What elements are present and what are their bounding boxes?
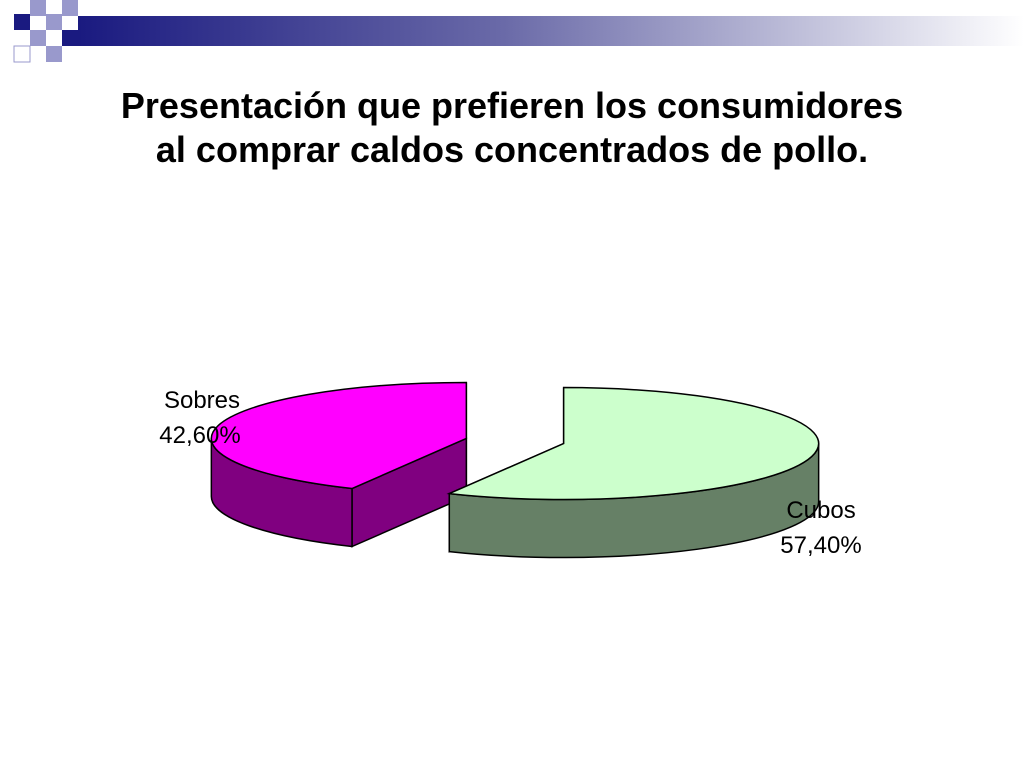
pie-slice [446, 386, 820, 559]
deco-square [46, 46, 62, 62]
header-band [78, 16, 1024, 46]
slice-top [210, 381, 468, 490]
slice-label-name: Cubos [786, 497, 855, 524]
header-decoration [13, 0, 1024, 63]
deco-square [30, 0, 46, 16]
deco-square [13, 45, 31, 63]
deco-square [14, 14, 30, 30]
slice-label-value: 42,60% [159, 422, 240, 449]
deco-square [30, 30, 46, 46]
title-line-1: Presentación que prefieren los consumido… [120, 85, 904, 126]
deco-square [62, 0, 78, 16]
deco-square [62, 30, 78, 46]
slide-title: Presentación que prefieren los consumido… [40, 84, 984, 172]
pie-slice [210, 381, 468, 548]
slice-top [446, 386, 820, 501]
pie-slices [210, 381, 820, 559]
deco-square [46, 14, 62, 30]
title-line-2: al comprar caldos concentrados de pollo. [155, 129, 869, 170]
slice-label-name: Sobres [164, 387, 240, 414]
slice-label-value: 57,40% [780, 532, 861, 559]
